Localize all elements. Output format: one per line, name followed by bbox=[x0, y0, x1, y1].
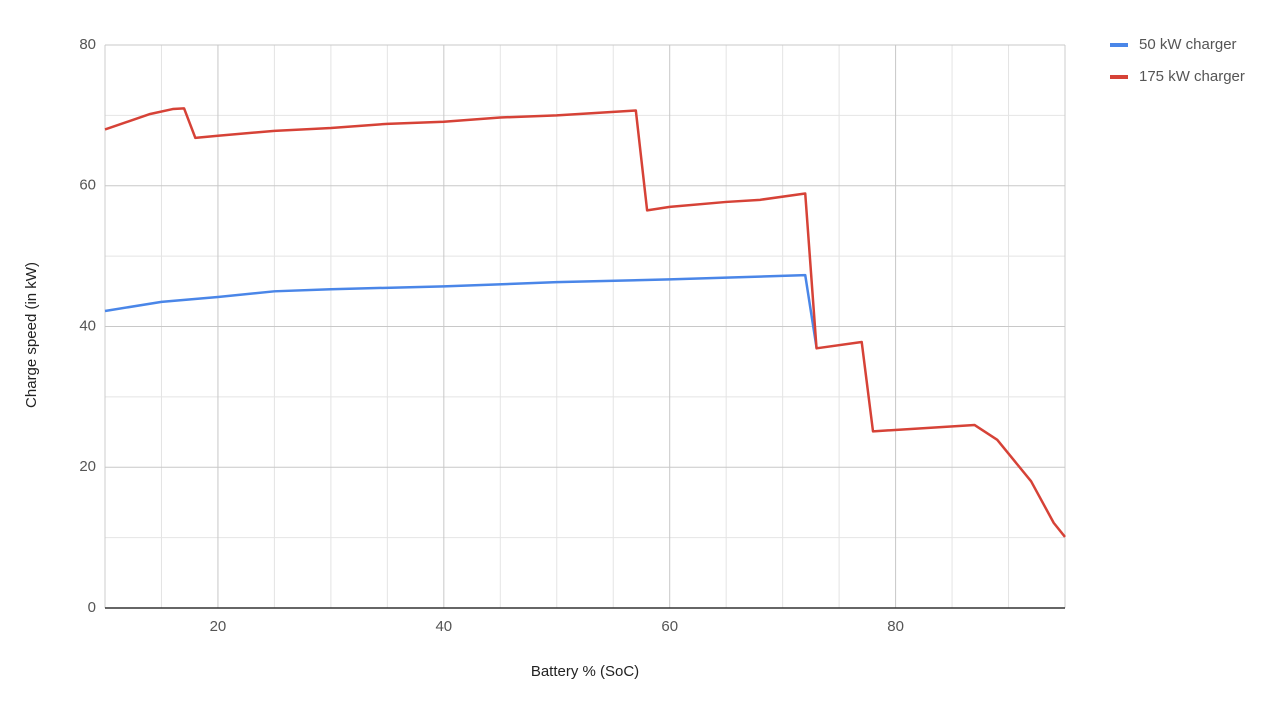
x-tick-label: 80 bbox=[887, 618, 904, 635]
y-tick-label: 60 bbox=[79, 177, 96, 194]
series-line bbox=[104, 107, 1066, 538]
series-line bbox=[104, 273, 818, 348]
x-tick-label: 40 bbox=[435, 618, 452, 635]
legend-label: 175 kW charger bbox=[1139, 68, 1245, 85]
x-axis-title: Battery % (SoC) bbox=[531, 663, 639, 680]
legend-swatch bbox=[1110, 75, 1128, 79]
x-tick-label: 20 bbox=[210, 618, 227, 635]
x-tick-label: 60 bbox=[661, 618, 678, 635]
legend-swatch bbox=[1110, 43, 1128, 47]
y-tick-label: 80 bbox=[79, 36, 96, 53]
y-tick-label: 40 bbox=[79, 317, 96, 334]
y-tick-label: 20 bbox=[79, 458, 96, 475]
y-tick-label: 0 bbox=[88, 599, 96, 616]
legend-label: 50 kW charger bbox=[1139, 36, 1237, 53]
y-axis-title: Charge speed (in kW) bbox=[23, 262, 40, 408]
